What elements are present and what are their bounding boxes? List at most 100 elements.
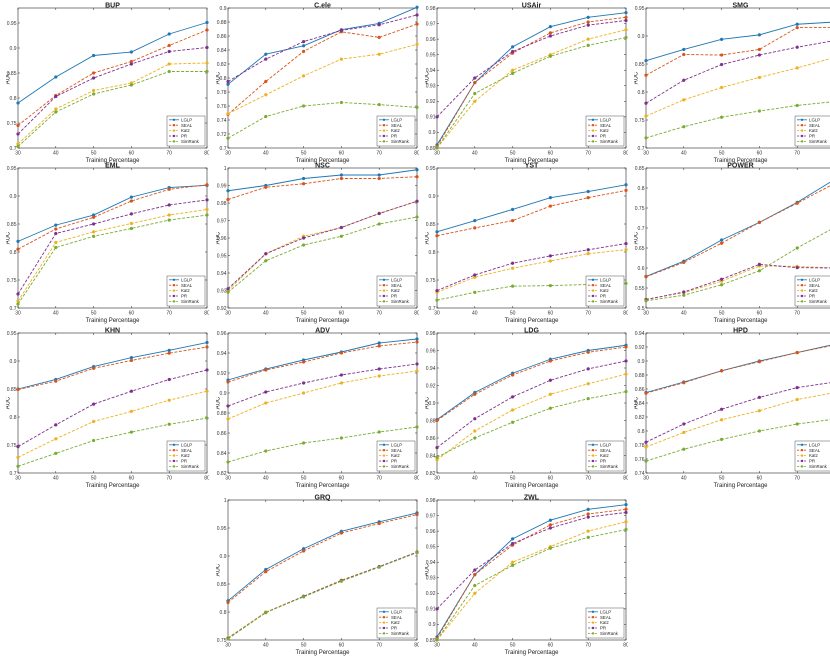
x-tick-label: 30 [643, 476, 649, 482]
data-point [548, 204, 553, 208]
data-point [264, 93, 268, 97]
data-point [54, 245, 58, 250]
y-tick-label: 0.82 [635, 415, 645, 421]
y-tick-label: 0.95 [217, 253, 227, 259]
data-point [91, 222, 96, 226]
x-axis-label: Training Percentage [505, 318, 559, 324]
series-line-pr [436, 19, 627, 118]
data-point [586, 23, 590, 27]
legend-entry: SEAL [809, 123, 821, 128]
data-point [205, 198, 209, 202]
plot-frame [436, 167, 627, 309]
data-point [795, 25, 799, 30]
y-tick-label: 0.92 [635, 345, 645, 351]
series-line-seal [17, 346, 208, 390]
data-point [16, 239, 20, 244]
x-tick-label: 30 [434, 311, 440, 317]
data-point [301, 595, 306, 599]
y-tick-label: 0.95 [426, 52, 436, 58]
data-point [301, 39, 306, 44]
x-tick-label: 60 [548, 643, 554, 649]
x-tick-label: 80 [414, 311, 419, 317]
y-tick-label: 0.93 [217, 288, 227, 294]
legend-entry: LGLP [181, 442, 192, 447]
y-tick-label: 0.9 [10, 359, 17, 365]
y-tick-label: 0.7 [638, 226, 645, 232]
x-tick-label: 50 [301, 476, 307, 482]
data-point [757, 47, 762, 52]
data-point [415, 42, 419, 47]
data-point [301, 104, 306, 108]
x-tick-label: 30 [643, 311, 649, 317]
data-point [129, 409, 134, 414]
y-tick-label: 0.98 [217, 201, 227, 207]
x-tick-label: 40 [53, 476, 59, 482]
data-point [682, 125, 686, 129]
data-point [167, 49, 171, 54]
y-tick-label: 0.96 [217, 331, 227, 337]
data-point [682, 422, 686, 426]
legend-entry: Katz [181, 288, 190, 293]
data-point [167, 203, 171, 207]
y-tick-label: 0.78 [635, 443, 645, 449]
legend-entry: LGLP [600, 117, 611, 122]
x-axis-label: Training Percentage [86, 483, 140, 489]
data-point [624, 520, 628, 524]
data-point [624, 527, 628, 532]
data-point [795, 22, 799, 26]
data-point [586, 43, 590, 47]
x-tick-label: 50 [510, 643, 516, 649]
series-line-seal [227, 341, 418, 383]
data-point [586, 396, 590, 401]
x-axis-label: Training Percentage [714, 158, 768, 164]
data-point [435, 288, 439, 293]
y-tick-label: 0.9 [429, 130, 436, 136]
data-point [586, 350, 590, 354]
x-tick-label: 50 [91, 151, 97, 157]
x-tick-label: 30 [434, 643, 440, 649]
x-tick-label: 60 [129, 476, 135, 482]
legend-entry: PR [809, 459, 815, 464]
data-point [719, 407, 724, 411]
x-tick-label: 50 [510, 151, 516, 157]
legend-entry: PR [391, 626, 397, 631]
chart-title: LDG [524, 328, 539, 335]
data-point [301, 182, 306, 186]
x-axis-label: Training Percentage [714, 318, 768, 324]
y-tick-label: 0.88 [635, 373, 645, 379]
data-point [795, 103, 799, 108]
data-point [795, 350, 799, 355]
data-point [548, 25, 553, 29]
data-point [129, 199, 134, 203]
legend-entry: SEAL [181, 448, 193, 453]
y-tick-label: 0.75 [426, 278, 436, 284]
data-point [682, 52, 686, 57]
y-tick-label: 0.8 [10, 250, 17, 256]
data-point [548, 283, 553, 288]
legend-entry: Katz [391, 620, 400, 625]
chart-ldg: LDG 0.82 0.84 0.86 0.88 0.9 0.92 0.94 0.96 0.98 30… [425, 328, 628, 490]
y-tick-label: 0.92 [217, 306, 227, 312]
data-point [719, 437, 724, 442]
data-point [624, 510, 628, 515]
data-point [510, 68, 515, 72]
data-point [129, 221, 134, 226]
y-tick-label: 0.86 [426, 436, 436, 442]
data-point [16, 445, 20, 449]
x-tick-label: 50 [91, 476, 97, 482]
data-point [205, 340, 209, 345]
data-point [682, 98, 686, 102]
x-tick-label: 50 [301, 643, 307, 649]
y-tick-label: 0.8 [10, 415, 17, 421]
x-tick-label: 70 [794, 476, 800, 482]
data-point [226, 417, 230, 421]
y-tick-label: 0.99 [217, 183, 227, 189]
data-point [339, 100, 344, 105]
y-tick-label: 0.7 [10, 471, 17, 477]
data-point [415, 337, 419, 341]
data-point [301, 549, 306, 553]
plot-frame [436, 499, 627, 641]
